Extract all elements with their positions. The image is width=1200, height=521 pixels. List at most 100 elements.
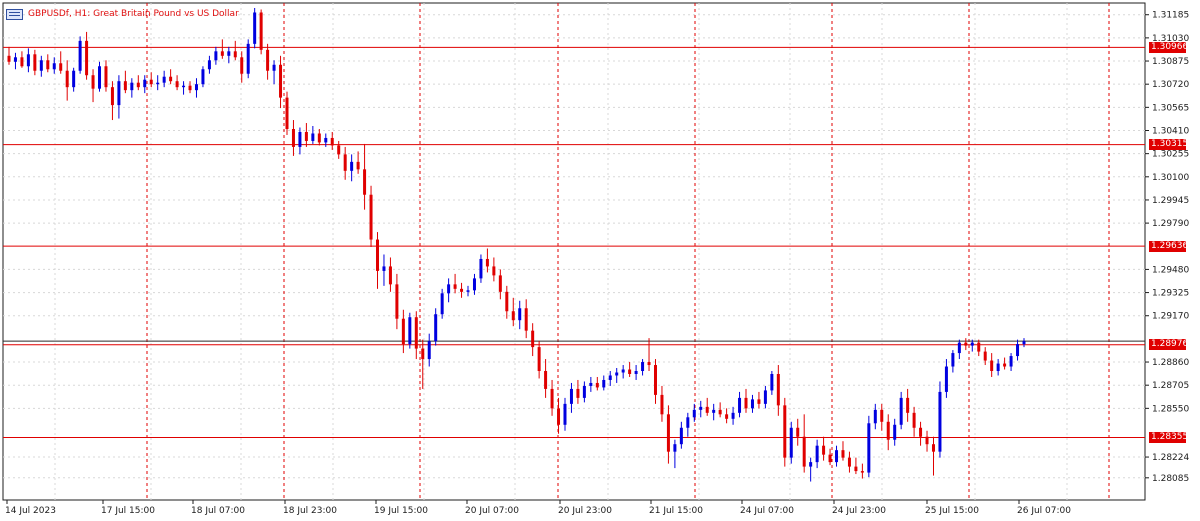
candle[interactable]: [621, 365, 625, 379]
candle[interactable]: [990, 353, 994, 377]
candle[interactable]: [78, 36, 82, 74]
candles[interactable]: [7, 8, 1026, 482]
candle[interactable]: [977, 339, 981, 357]
candle[interactable]: [472, 273, 476, 295]
candle[interactable]: [240, 51, 244, 83]
candle[interactable]: [841, 441, 845, 461]
candle[interactable]: [563, 397, 567, 431]
candle[interactable]: [576, 379, 580, 404]
candle[interactable]: [1003, 357, 1007, 370]
candle[interactable]: [912, 406, 916, 437]
candle[interactable]: [925, 430, 929, 452]
candle[interactable]: [26, 48, 30, 73]
candle[interactable]: [835, 445, 839, 467]
candle[interactable]: [498, 269, 502, 300]
candle[interactable]: [143, 75, 147, 94]
candle[interactable]: [266, 43, 270, 80]
candle[interactable]: [524, 299, 528, 339]
candle[interactable]: [666, 405, 670, 464]
candle[interactable]: [492, 257, 496, 282]
candle[interactable]: [117, 75, 121, 119]
candle[interactable]: [485, 248, 489, 273]
candle[interactable]: [343, 146, 347, 180]
candle[interactable]: [356, 151, 360, 174]
candle[interactable]: [569, 382, 573, 413]
candle[interactable]: [149, 72, 153, 88]
candle[interactable]: [337, 140, 341, 159]
candle[interactable]: [789, 421, 793, 464]
candle[interactable]: [453, 273, 457, 294]
candle[interactable]: [414, 311, 418, 360]
candle[interactable]: [615, 368, 619, 383]
candle[interactable]: [983, 347, 987, 366]
candle[interactable]: [634, 365, 638, 380]
candle[interactable]: [227, 46, 231, 64]
candle[interactable]: [744, 388, 748, 413]
candle[interactable]: [653, 359, 657, 404]
candle[interactable]: [718, 402, 722, 418]
candle[interactable]: [52, 57, 56, 74]
candle[interactable]: [98, 61, 102, 92]
candle[interactable]: [130, 78, 134, 98]
candle[interactable]: [1022, 338, 1026, 348]
candle[interactable]: [317, 129, 321, 146]
candle[interactable]: [162, 70, 166, 88]
candle[interactable]: [298, 127, 302, 155]
candle[interactable]: [686, 412, 690, 437]
candle[interactable]: [33, 49, 37, 76]
candle[interactable]: [479, 254, 483, 283]
candle[interactable]: [1009, 353, 1013, 371]
candle[interactable]: [679, 421, 683, 449]
candle[interactable]: [1016, 339, 1020, 361]
candle[interactable]: [964, 338, 968, 351]
candle[interactable]: [537, 341, 541, 379]
candle[interactable]: [518, 300, 522, 330]
candle[interactable]: [20, 51, 24, 68]
candle[interactable]: [110, 81, 114, 121]
candle[interactable]: [822, 436, 826, 461]
candle[interactable]: [421, 339, 425, 389]
candle[interactable]: [595, 376, 599, 391]
candle[interactable]: [557, 397, 561, 434]
candle[interactable]: [815, 439, 819, 469]
candle[interactable]: [763, 385, 767, 409]
candle[interactable]: [944, 359, 948, 398]
candle[interactable]: [886, 414, 890, 451]
candle[interactable]: [350, 154, 354, 182]
candle[interactable]: [395, 273, 399, 330]
candle[interactable]: [182, 81, 186, 95]
candle[interactable]: [725, 408, 729, 424]
candle[interactable]: [893, 418, 897, 446]
candle[interactable]: [7, 46, 11, 65]
candle[interactable]: [330, 131, 334, 150]
candle[interactable]: [750, 394, 754, 413]
candle[interactable]: [460, 282, 464, 298]
candle[interactable]: [279, 55, 283, 109]
candle[interactable]: [809, 457, 813, 482]
candle[interactable]: [641, 359, 645, 376]
candle[interactable]: [233, 40, 237, 61]
candle[interactable]: [59, 51, 63, 74]
candle[interactable]: [647, 338, 651, 371]
candle[interactable]: [628, 362, 632, 377]
candle[interactable]: [802, 414, 806, 473]
candle[interactable]: [757, 391, 761, 409]
candle[interactable]: [505, 285, 509, 319]
candle[interactable]: [860, 463, 864, 479]
candle[interactable]: [324, 133, 328, 147]
candle[interactable]: [175, 75, 179, 91]
candle[interactable]: [544, 359, 548, 398]
candle[interactable]: [511, 297, 515, 327]
candle[interactable]: [796, 418, 800, 446]
candle[interactable]: [931, 436, 935, 476]
candle[interactable]: [201, 66, 205, 88]
candle[interactable]: [770, 371, 774, 395]
candle[interactable]: [589, 376, 593, 392]
candle[interactable]: [828, 448, 832, 466]
candle[interactable]: [440, 288, 444, 319]
candle[interactable]: [304, 123, 308, 147]
candle[interactable]: [699, 400, 703, 418]
candle[interactable]: [692, 403, 696, 422]
candle[interactable]: [434, 308, 438, 346]
